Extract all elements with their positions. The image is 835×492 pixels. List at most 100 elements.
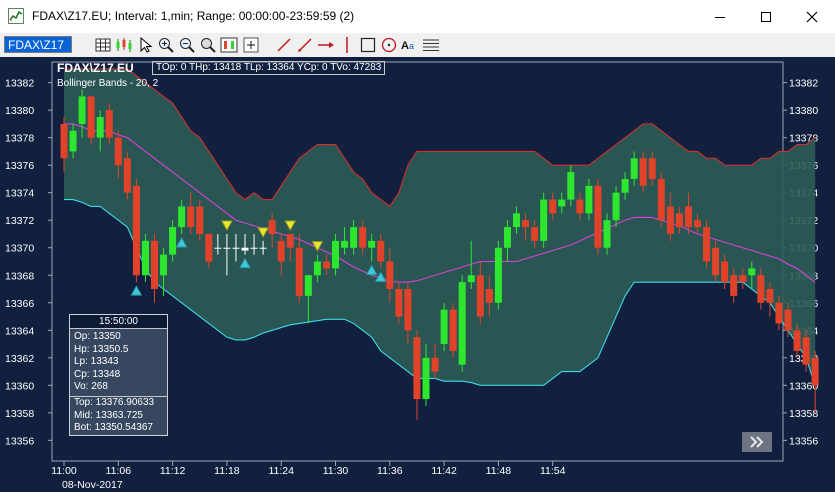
candle-body — [630, 158, 638, 179]
info-top-band: Top: 13376.90633 — [74, 396, 155, 408]
chart-area[interactable]: 1338213382133801338013378133781337613376… — [0, 57, 835, 492]
line-button[interactable] — [275, 36, 293, 54]
candle-body — [684, 206, 692, 228]
candle-body — [449, 309, 457, 351]
y-tick-label-left: 13380 — [5, 105, 34, 117]
candle-body — [160, 254, 168, 276]
y-tick-label-right: 13360 — [789, 380, 818, 392]
rectangle-button[interactable] — [359, 36, 377, 54]
zoom-out-button[interactable] — [178, 36, 196, 54]
y-tick-label-left: 13366 — [5, 298, 34, 310]
vertical-line-button[interactable] — [338, 36, 356, 54]
candle-body — [214, 247, 222, 249]
minimize-icon — [715, 16, 725, 18]
candle-body — [250, 247, 258, 249]
candle-body — [105, 110, 113, 138]
y-tick-label-left: 13372 — [5, 215, 34, 227]
candle-body — [712, 247, 720, 276]
candle-body — [694, 220, 701, 228]
y-tick-label-left: 13376 — [5, 160, 34, 172]
bar-info-box: 15:50:00 Op: 13350 Hp: 13350.5 Lp: 13343… — [69, 314, 168, 436]
buy-signal-marker — [130, 285, 143, 296]
candle-body — [440, 309, 448, 345]
scroll-right-button[interactable] — [742, 432, 772, 452]
candle-body — [223, 247, 231, 249]
candle-body — [268, 220, 276, 234]
candle-body — [123, 158, 131, 193]
candle-body — [368, 240, 376, 248]
candles-icon — [116, 38, 132, 52]
info-bot-band: Bot: 13350.54367 — [74, 422, 153, 434]
candle-body — [395, 289, 403, 317]
candle-body — [259, 247, 267, 249]
candle-body — [377, 240, 385, 262]
candle-body — [332, 240, 339, 269]
candle-body — [739, 275, 747, 283]
candle-body — [748, 268, 756, 276]
candle-body — [114, 137, 122, 166]
candle-body — [784, 309, 792, 331]
candle-body — [576, 199, 584, 214]
price-chart[interactable]: 1338213382133801338013378133781337613376… — [0, 57, 835, 492]
candle-body — [675, 213, 683, 228]
ellipse-button[interactable] — [380, 36, 398, 54]
svg-text:a: a — [409, 41, 414, 51]
candle-body — [567, 172, 575, 200]
arrow-line-button[interactable] — [317, 36, 335, 54]
minimize-button[interactable] — [697, 0, 743, 33]
y-tick-label-left: 13378 — [5, 133, 34, 145]
maximize-icon — [761, 11, 771, 22]
x-tick-label: 11:06 — [106, 465, 132, 477]
y-tick-label-right: 13380 — [789, 105, 818, 117]
symbol-input[interactable] — [4, 36, 72, 53]
info-open: Op: 13350 — [74, 331, 121, 342]
zoom-out-icon — [180, 38, 195, 53]
add-button[interactable] — [242, 36, 260, 54]
sell-signal-marker — [257, 227, 269, 238]
close-button[interactable] — [789, 0, 835, 33]
maximize-button[interactable] — [743, 0, 789, 33]
y-tick-label-left: 13374 — [5, 188, 34, 200]
candle-body — [359, 227, 367, 248]
ray-button[interactable] — [296, 36, 314, 54]
candle-body — [476, 275, 484, 317]
candle-body — [594, 185, 602, 248]
zoom-box-button[interactable] — [199, 36, 217, 54]
candle-body — [775, 302, 783, 324]
candle-body — [241, 247, 249, 251]
y-tick-label-left: 13368 — [5, 270, 34, 282]
candles-button[interactable] — [115, 36, 133, 54]
zoom-in-button[interactable] — [157, 36, 175, 54]
rectangle-icon — [360, 37, 376, 53]
ray-icon — [298, 38, 312, 52]
studies-button[interactable] — [220, 36, 238, 54]
info-volume: Vo: 268 — [74, 381, 108, 393]
candle-body — [386, 261, 394, 290]
candle-body — [558, 199, 566, 207]
title-bar: FDAX\Z17.EU; Interval: 1,min; Range: 00:… — [0, 0, 835, 33]
buy-signal-marker — [365, 264, 378, 275]
candle-body — [802, 337, 810, 365]
buy-signal-marker — [239, 257, 251, 269]
pointer-button[interactable] — [137, 36, 155, 54]
grid-button[interactable] — [94, 36, 112, 54]
sell-signal-marker — [284, 220, 297, 232]
sell-signal-marker — [221, 220, 233, 232]
fib-lines-button[interactable] — [422, 36, 440, 54]
y-tick-label-left: 13364 — [5, 325, 34, 337]
y-tick-label-right: 13382 — [789, 78, 818, 90]
candle-body — [648, 158, 656, 179]
candle-body — [295, 247, 303, 296]
candle-body — [522, 220, 530, 228]
candle-body — [205, 233, 213, 262]
candle-body — [793, 330, 801, 351]
pointer-icon — [140, 37, 153, 53]
candle-body — [151, 240, 158, 290]
candle-body — [132, 185, 140, 276]
x-tick-label: 11:48 — [486, 465, 512, 477]
candle-body — [513, 213, 520, 228]
candle-body — [467, 275, 475, 283]
y-tick-label-left: 13370 — [5, 243, 34, 255]
candle-body — [485, 289, 493, 303]
